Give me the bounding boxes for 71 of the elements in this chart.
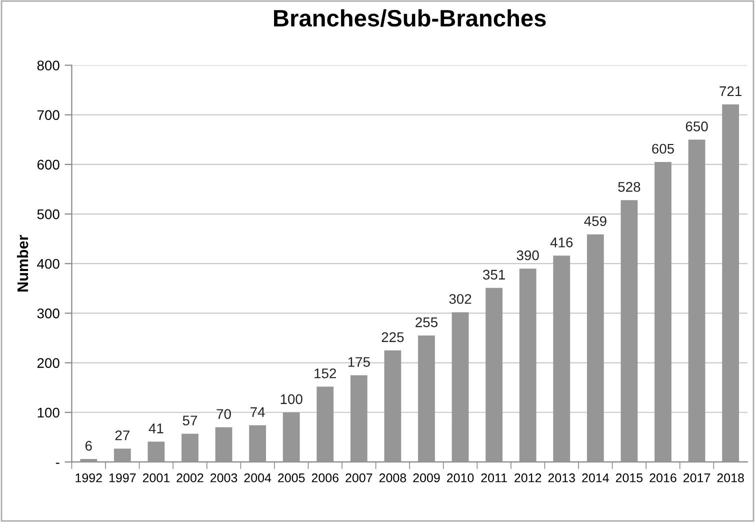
bar bbox=[148, 442, 165, 462]
data-label: 416 bbox=[550, 238, 573, 248]
x-tick-label: 2018 bbox=[717, 473, 744, 482]
bar bbox=[182, 434, 198, 462]
data-label: 528 bbox=[618, 182, 640, 192]
x-tick-label: 2009 bbox=[413, 473, 440, 482]
data-label: 721 bbox=[720, 86, 742, 96]
y-tick-label: - bbox=[56, 462, 60, 464]
data-label: 70 bbox=[216, 409, 231, 419]
data-label: 225 bbox=[382, 332, 404, 342]
bar bbox=[519, 268, 536, 462]
data-label: 100 bbox=[280, 394, 302, 404]
data-label: 605 bbox=[652, 144, 674, 154]
bar bbox=[722, 104, 740, 462]
bar bbox=[452, 312, 469, 462]
chart-title: Branches/Sub-Branches bbox=[274, 9, 546, 27]
data-label: 74 bbox=[250, 407, 265, 417]
x-tick-label: 2014 bbox=[582, 473, 609, 482]
y-tick-label: 400 bbox=[37, 258, 60, 269]
y-tick-label: 100 bbox=[38, 408, 60, 418]
bar bbox=[620, 200, 638, 462]
bar bbox=[282, 412, 300, 462]
data-label: 27 bbox=[115, 430, 130, 440]
bar bbox=[486, 288, 502, 462]
x-tick-label: 2011 bbox=[481, 473, 507, 482]
y-tick-label: 500 bbox=[37, 209, 60, 220]
x-tick-label: 2013 bbox=[548, 473, 575, 482]
x-tick-label: 2004 bbox=[244, 473, 272, 482]
data-label: 302 bbox=[449, 294, 472, 304]
data-label: 6 bbox=[85, 440, 92, 451]
x-tick-label: 2006 bbox=[312, 473, 338, 482]
y-tick-label: 700 bbox=[37, 110, 60, 120]
data-label: 57 bbox=[182, 416, 198, 426]
y-tick-label: 300 bbox=[37, 308, 60, 318]
data-label: 255 bbox=[416, 317, 438, 328]
bar bbox=[418, 336, 435, 462]
bar bbox=[114, 448, 131, 462]
data-label: 152 bbox=[314, 368, 336, 378]
x-tick-label: 2010 bbox=[446, 473, 474, 482]
y-tick-label: 600 bbox=[37, 160, 60, 170]
x-tick-label: 2017 bbox=[683, 473, 710, 482]
x-tick-label: 2015 bbox=[616, 473, 643, 482]
x-tick-label: 2012 bbox=[514, 473, 542, 482]
x-tick-label: 2002 bbox=[176, 473, 204, 482]
data-label: 41 bbox=[148, 424, 164, 434]
x-tick-label: 1992 bbox=[76, 473, 102, 482]
bar bbox=[688, 140, 706, 462]
bar bbox=[654, 162, 672, 462]
x-tick-label: 2016 bbox=[650, 473, 676, 482]
x-tick-label: 2003 bbox=[210, 473, 238, 482]
x-tick-label: 2001 bbox=[142, 473, 170, 482]
data-label: 650 bbox=[686, 122, 708, 132]
x-tick-label: 1997 bbox=[109, 473, 136, 482]
bar bbox=[553, 256, 570, 462]
data-label: 459 bbox=[584, 216, 606, 226]
x-tick-label: 2008 bbox=[379, 473, 406, 482]
data-label: 351 bbox=[482, 270, 505, 280]
data-label: 175 bbox=[348, 357, 370, 367]
y-axis-title: Number bbox=[16, 234, 28, 292]
x-tick-label: 2005 bbox=[278, 473, 305, 482]
bar bbox=[215, 427, 232, 462]
data-label: 390 bbox=[516, 250, 539, 260]
bar bbox=[586, 234, 604, 462]
bar bbox=[350, 375, 368, 462]
y-tick-label: 800 bbox=[37, 60, 60, 70]
bar bbox=[80, 458, 98, 462]
y-tick-label: 200 bbox=[37, 358, 60, 368]
bar bbox=[316, 386, 334, 462]
bar bbox=[384, 350, 402, 462]
bar bbox=[249, 425, 266, 462]
x-tick-label: 2007 bbox=[346, 473, 372, 482]
